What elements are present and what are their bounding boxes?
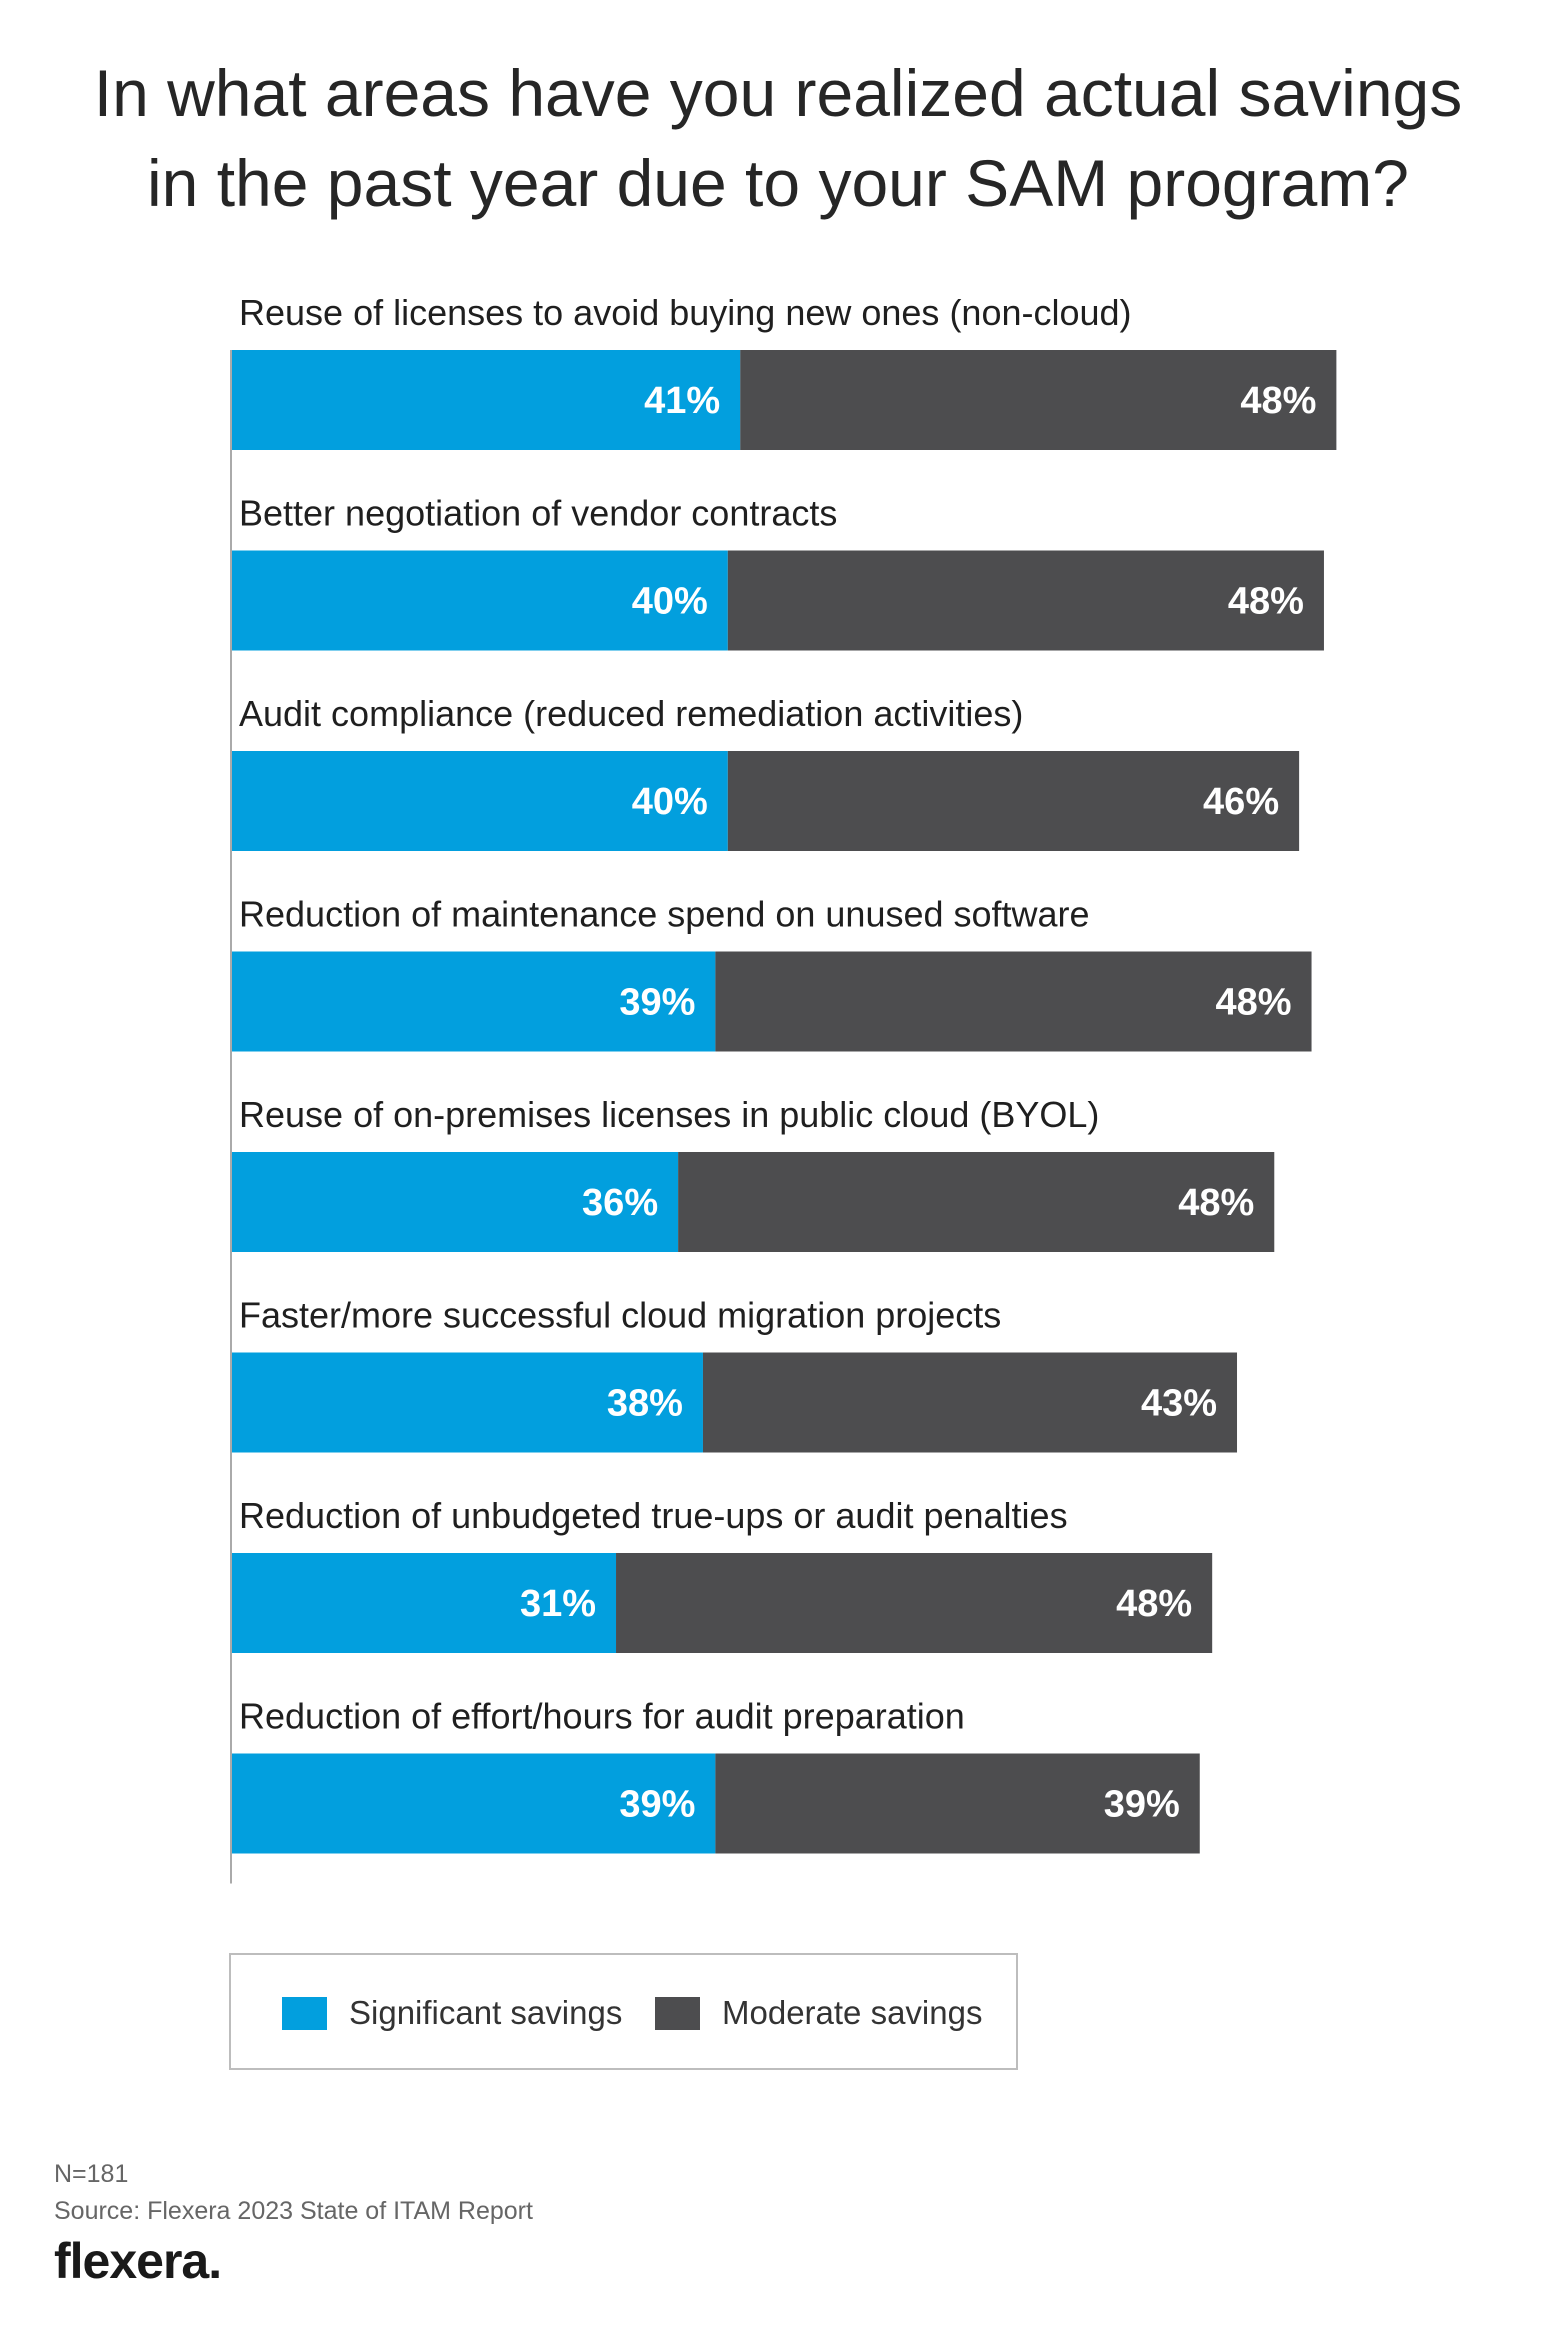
data-label-significant: 39% [619,1784,695,1826]
legend-swatch-significant [282,1996,327,2030]
legend-swatch-moderate [655,1996,700,2030]
category-label: Reduction of maintenance spend on unused… [239,894,1090,935]
category-label: Reuse of licenses to avoid buying new on… [239,292,1132,333]
data-label-significant: 38% [607,1383,683,1425]
bar-moderate [727,751,1300,851]
bar-moderate [616,1553,1213,1653]
stacked-bar-chart: Reuse of licenses to avoid buying new on… [230,292,1337,1884]
flexera-logo: flexera. [54,2232,222,2290]
data-label-moderate: 46% [1203,781,1279,823]
data-label-significant: 39% [619,982,695,1024]
category-label: Faster/more successful cloud migration p… [239,1295,1001,1336]
sample-size-note: N=181 [54,2160,129,2188]
bar-moderate [727,550,1324,651]
bar-significant [231,1352,703,1453]
bar-significant [231,751,728,851]
logo-dot: . [208,2233,222,2289]
data-label-significant: 41% [644,380,720,422]
bar-moderate [702,1352,1238,1453]
bar-moderate [715,1753,1200,1854]
legend-item-significant: Significant savings [282,1994,622,2032]
category-label: Audit compliance (reduced remediation ac… [239,693,1023,734]
data-label-significant: 36% [582,1182,658,1224]
bar-moderate [740,350,1337,450]
bar-moderate [678,1152,1275,1252]
data-label-significant: 40% [632,781,708,823]
data-label-moderate: 48% [1240,380,1316,422]
legend-label-moderate: Moderate savings [722,1994,983,2031]
data-label-moderate: 48% [1178,1182,1254,1224]
bar-significant [231,1152,679,1252]
chart-title-line-2: in the past year due to your SAM program… [147,146,1409,220]
data-label-moderate: 39% [1104,1784,1180,1826]
category-label: Reduction of unbudgeted true-ups or audi… [239,1495,1068,1536]
legend-label-significant: Significant savings [349,1994,623,2031]
source-note: Source: Flexera 2023 State of ITAM Repor… [54,2197,533,2225]
chart-title-line-1: In what areas have you realized actual s… [93,56,1463,130]
category-label: Reuse of on-premises licenses in public … [239,1094,1099,1135]
chart-title: In what areas have you realized actual s… [0,48,1556,228]
data-label-significant: 40% [632,581,708,623]
data-label-moderate: 48% [1116,1583,1192,1625]
bar-significant [231,1753,716,1854]
legend: Significant savings Moderate savings [229,1953,1018,2070]
data-label-moderate: 43% [1141,1383,1217,1425]
data-label-moderate: 48% [1215,982,1291,1024]
category-label: Better negotiation of vendor contracts [239,493,837,534]
legend-item-moderate: Moderate savings [655,1994,982,2032]
data-label-significant: 31% [520,1583,596,1625]
bar-significant [231,951,716,1052]
data-label-moderate: 48% [1228,581,1304,623]
bar-moderate [715,951,1312,1052]
bar-significant [231,1553,617,1653]
bar-significant [231,550,728,651]
logo-text: flexera [54,2233,209,2289]
bar-significant [231,350,741,450]
category-label: Reduction of effort/hours for audit prep… [239,1696,965,1737]
